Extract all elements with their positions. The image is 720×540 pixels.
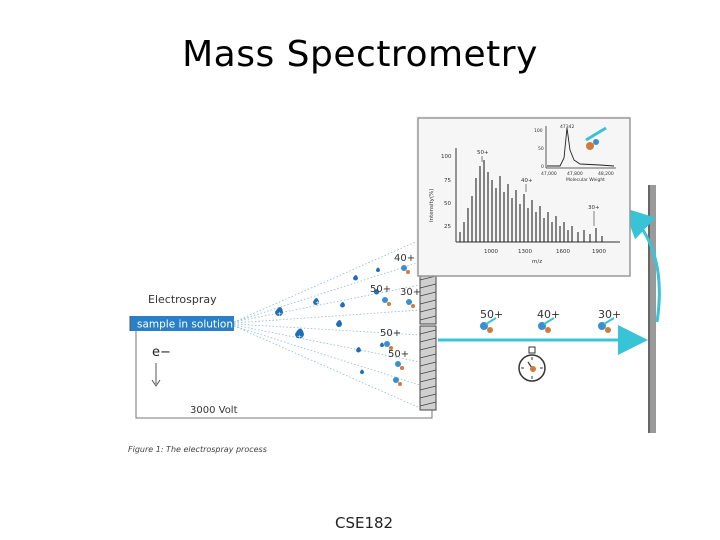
electrospray-header: Electrospray <box>148 293 217 306</box>
spectrum-xlabel: m/z <box>532 259 542 265</box>
flight-ion-label-2: 40+ <box>537 308 560 321</box>
deconv-ytick-3: 0 <box>541 164 544 170</box>
spectrum-xtick-1: 1000 <box>484 249 498 255</box>
detector-plate <box>648 185 656 433</box>
spectrum-xtick-2: 1300 <box>518 249 532 255</box>
spray-plume <box>233 239 421 409</box>
stopwatch-icon <box>518 346 546 382</box>
charged-droplets <box>275 267 384 374</box>
flight-ion-label-3: 30+ <box>598 308 621 321</box>
electron-label: e− <box>152 345 171 360</box>
slide-footer: CSE182 <box>335 514 394 532</box>
spectrum-peak-label-2: 40+ <box>521 178 533 184</box>
deconv-xtick-2: 47,800 <box>567 171 583 177</box>
svg-text:+: + <box>297 334 302 341</box>
deconv-xtick-1: 47,000 <box>541 171 557 177</box>
needle-label: sample in solution <box>137 319 233 331</box>
plume-charge-5: 50+ <box>388 349 409 360</box>
protein-icon <box>585 126 607 150</box>
plume-ions <box>382 265 415 386</box>
deconv-ytick-1: 100 <box>534 128 543 134</box>
signal-arrow <box>623 207 661 323</box>
spectrum-ytick-3: 50 <box>444 201 451 207</box>
spectrum-xtick-3: 1600 <box>556 249 570 255</box>
plume-charge-3: 30+ <box>400 287 421 298</box>
svg-text:+: + <box>315 300 320 307</box>
deconv-ytick-2: 50 <box>538 146 544 152</box>
spectrum-ylabel: Intensity(%) <box>429 189 435 222</box>
spectrum-ytick-4: 25 <box>444 224 451 230</box>
spectrum-ytick-2: 75 <box>444 178 451 184</box>
entrance-electrode <box>419 271 437 411</box>
flight-ion-label-1: 50+ <box>480 308 503 321</box>
spectrum-peak-label-1: 50+ <box>477 150 489 156</box>
plume-charge-4: 50+ <box>380 328 401 339</box>
flight-ions <box>480 317 615 333</box>
spectrum-xtick-4: 1900 <box>592 249 606 255</box>
deconv-peak-label: 47342 <box>560 124 574 130</box>
spectrum-ytick-1: 100 <box>441 154 452 160</box>
voltage-circuit <box>135 331 433 419</box>
spectrum-peaks <box>459 160 603 242</box>
spectrum-inset: 100 75 50 25 1000 1300 1600 1900 m/z Int… <box>416 116 631 277</box>
plume-charge-1: 40+ <box>394 253 415 264</box>
spectrum-peak-label-3: 30+ <box>588 205 600 211</box>
figure-caption: Figure 1: The electrospray process <box>128 445 267 454</box>
slide-title: Mass Spectrometry <box>182 34 538 75</box>
deconvolution-plot: 100 50 0 47,000 47,800 48,200 Molecular … <box>534 124 616 183</box>
voltage-label: 3000 Volt <box>190 405 238 416</box>
deconv-xlabel: Molecular Weight <box>566 177 605 183</box>
plume-charge-2: 50+ <box>370 284 391 295</box>
sample-needle <box>130 316 234 331</box>
deconv-xtick-3: 48,200 <box>598 171 614 177</box>
svg-text:+: + <box>277 311 282 318</box>
